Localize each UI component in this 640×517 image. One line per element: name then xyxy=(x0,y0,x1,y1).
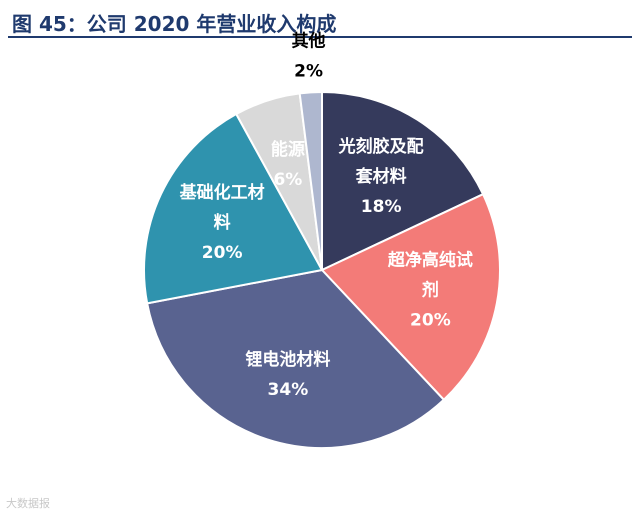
figure-title: 图 45：公司 2020 年营业收入构成 xyxy=(12,12,337,36)
slice-5-percent-label: 2% xyxy=(294,61,323,81)
slice-1-label-line-0: 超净高纯试 xyxy=(388,250,473,271)
slice-2-percent-label: 34% xyxy=(268,380,309,400)
title-rule xyxy=(8,36,632,38)
pie-slice-3 xyxy=(143,112,324,305)
slice-0-label-line-0: 光刻胶及配 xyxy=(338,136,424,157)
pie-slice-2 xyxy=(145,268,446,449)
slice-2-label-line-0: 锂电池材料 xyxy=(245,349,330,370)
slice-1-percent-label: 20% xyxy=(410,311,451,331)
figure-header: 图 45：公司 2020 年营业收入构成 xyxy=(8,6,632,38)
pie-slice-1 xyxy=(320,192,501,402)
slice-0-percent-label: 18% xyxy=(361,197,402,217)
slice-4-label-line-0: 能源 xyxy=(271,139,305,160)
pie-slice-5 xyxy=(298,90,323,271)
slice-3-percent-label: 20% xyxy=(202,243,243,263)
slice-5-label-line-0: 其他 xyxy=(292,30,326,51)
pie-slice-0 xyxy=(321,90,485,272)
slice-0-label-line-1: 套材料 xyxy=(355,166,407,187)
slice-1-label-line-1: 剂 xyxy=(422,280,439,301)
slice-4-percent-label: 6% xyxy=(273,170,302,190)
slice-3-label-line-1: 料 xyxy=(214,212,231,233)
slice-3-label-line-0: 基础化工材 xyxy=(179,182,265,203)
watermark: 大数据报 xyxy=(6,497,50,510)
